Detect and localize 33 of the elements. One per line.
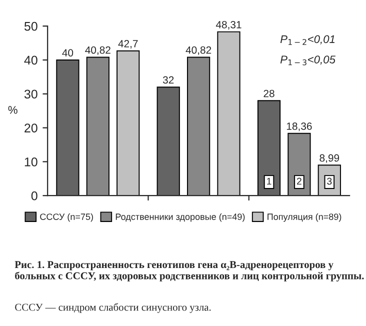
legend-label: СССУ (n=75) <box>40 213 93 222</box>
data-label: 48,31 <box>216 20 242 30</box>
text: Рис. 1. Распространенность генотипов гена α₂B-адренорецепторов у больных с СССУ, их здоровых родственников и лиц контрольной группы. <box>14 261 364 282</box>
data-label: 40,82 <box>186 46 212 55</box>
annotation: P$_{1−2}$<0,01 <box>280 35 335 45</box>
y-tick-label: 30 <box>24 90 38 99</box>
y-tick-label: 20 <box>24 124 38 132</box>
y-tick-label: 10 <box>24 157 38 166</box>
data-label: 28 <box>264 90 274 98</box>
data-label: 42,7 <box>118 40 138 49</box>
y-axis-title: % <box>8 106 18 114</box>
bar <box>86 56 110 196</box>
text: СССУ — синдром слабости синусного узла. <box>15 303 211 313</box>
legend-label: Родственники здоровые (n=49) <box>116 213 245 222</box>
bar <box>217 31 240 196</box>
y-tick-label: 40 <box>24 56 38 65</box>
annotation: P$_{1−3}$<0,05 <box>280 56 336 66</box>
data-label: 32 <box>162 76 174 84</box>
bar <box>116 50 140 196</box>
y-tick-label: 50 <box>24 22 38 31</box>
y-tick-label: 0 <box>31 191 38 200</box>
data-label: 8,99 <box>320 154 340 163</box>
annotation: 1 <box>267 178 272 185</box>
data-label: 40,82 <box>85 46 110 55</box>
annotation: 2 <box>296 178 302 185</box>
annotation: 3 <box>327 178 332 185</box>
legend-label: Популяция (n=89) <box>268 213 342 222</box>
bar <box>56 60 80 196</box>
data-label: 40 <box>62 49 74 57</box>
bar <box>257 100 281 196</box>
bar <box>156 86 180 196</box>
data-label: 18,36 <box>286 122 312 132</box>
bar <box>187 56 210 196</box>
